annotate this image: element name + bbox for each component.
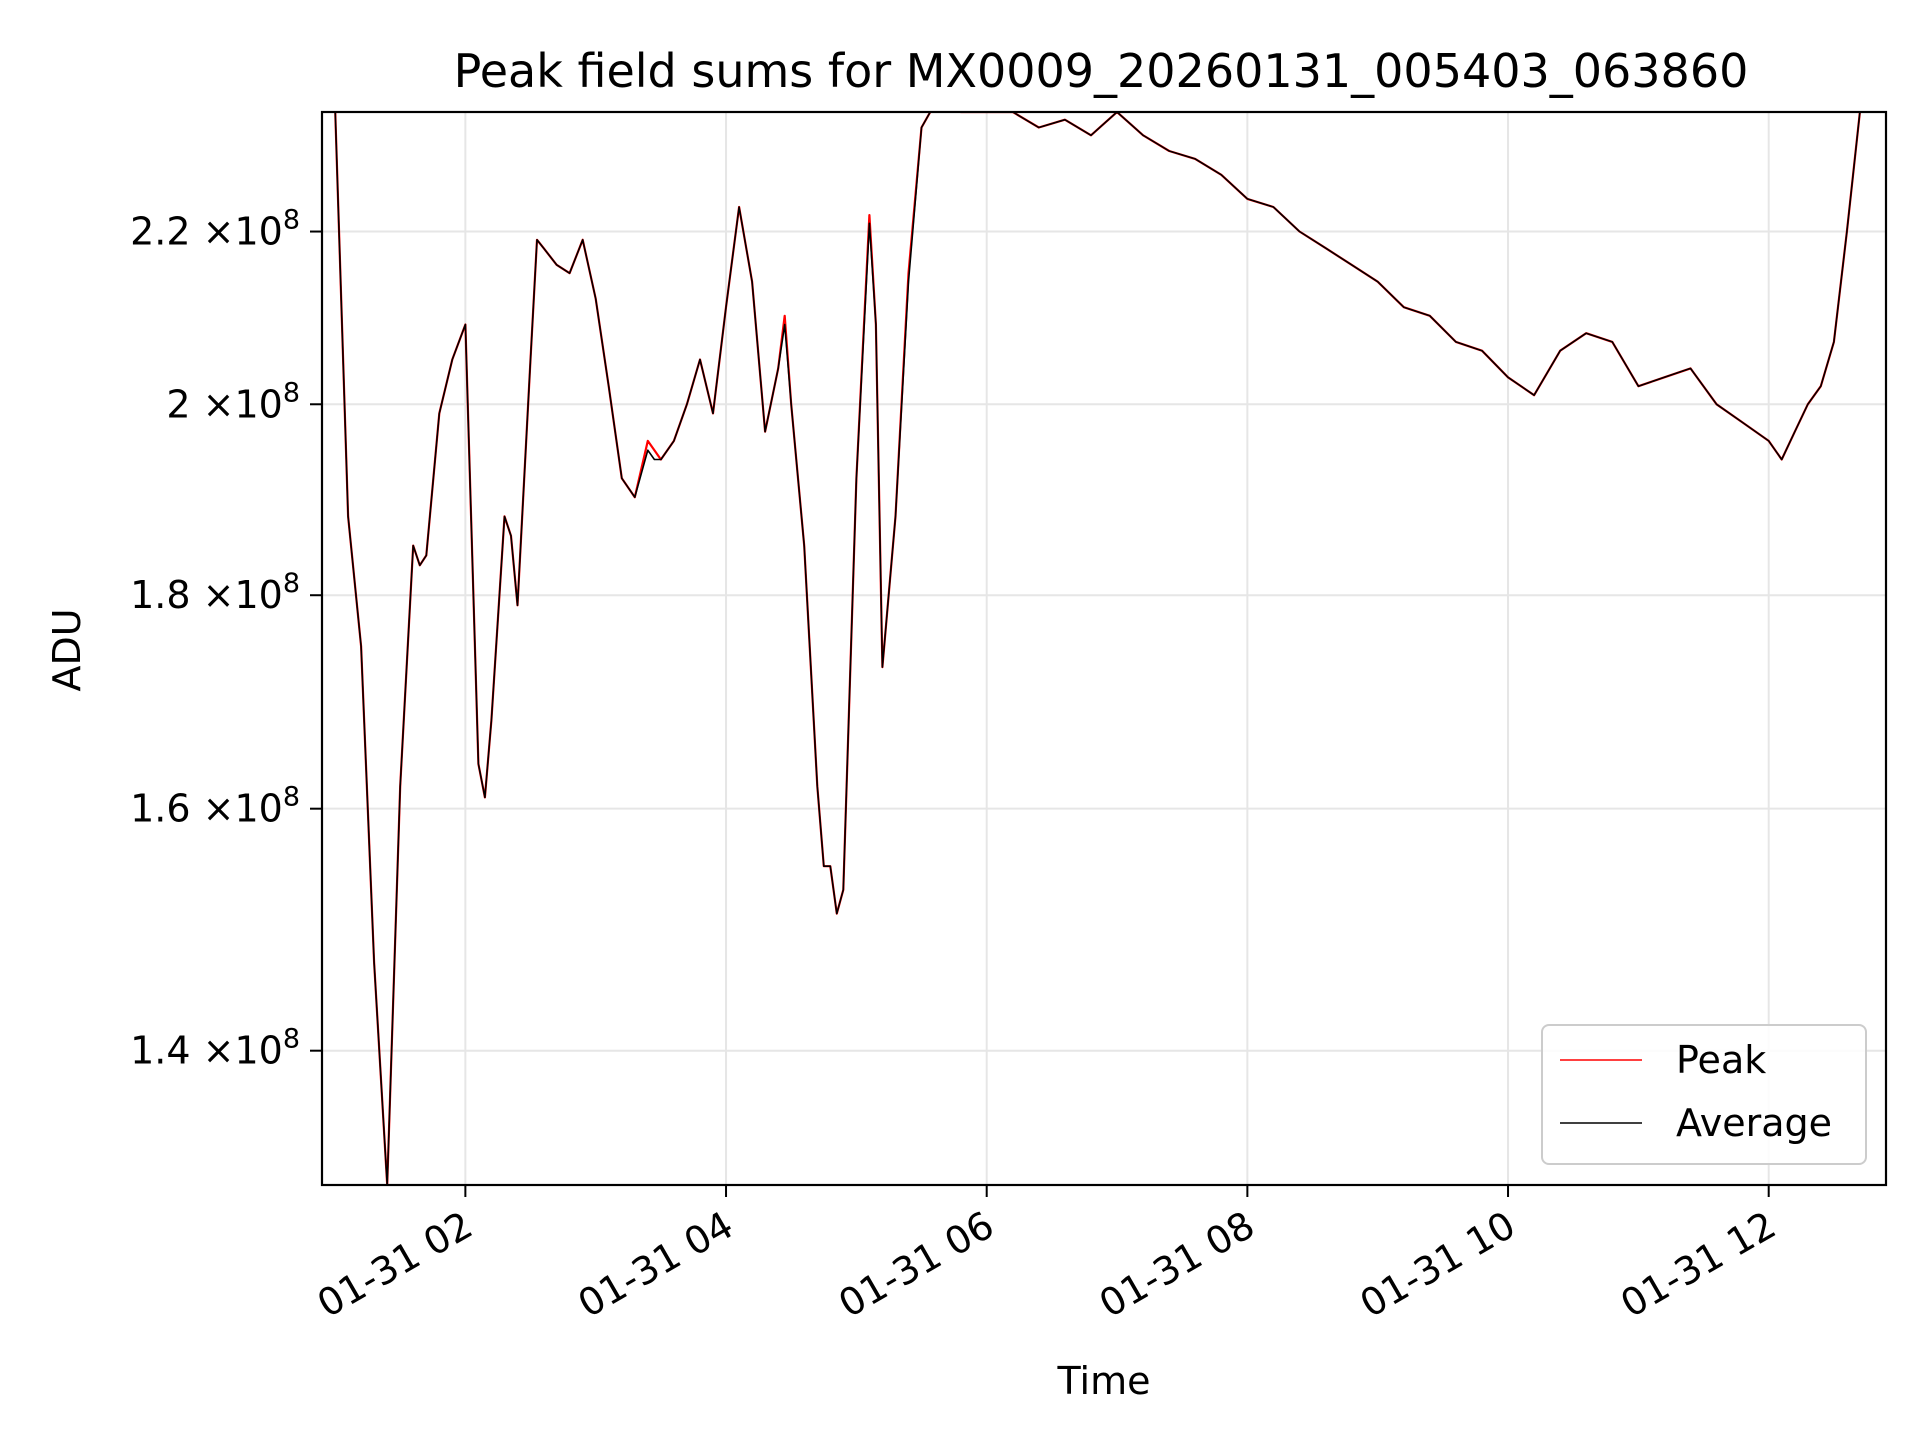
chart-title: Peak field sums for MX0009_20260131_0054… bbox=[454, 44, 1749, 98]
y-tick-label: 1.4 ×108 bbox=[130, 1024, 300, 1073]
legend-label-peak: Peak bbox=[1676, 1038, 1766, 1082]
series-layer bbox=[334, 112, 1863, 1185]
y-axis-label: ADU bbox=[45, 608, 89, 691]
series-line-average bbox=[334, 112, 1862, 1185]
y-tick-label: 1.6 ×108 bbox=[130, 782, 300, 831]
y-tick-label: 1.8 ×108 bbox=[130, 568, 300, 617]
plot-frame bbox=[320, 110, 1888, 1187]
legend-label-average: Average bbox=[1676, 1101, 1832, 1145]
y-tick-label: 2.2 ×108 bbox=[130, 205, 300, 254]
y-tick-label: 2 ×108 bbox=[166, 377, 300, 426]
legend: Peak Average bbox=[1541, 1024, 1867, 1165]
y-axis-ticks: 1.4 ×108 1.6 ×108 1.8 ×108 2 ×108 2.2 ×108 bbox=[130, 205, 322, 1073]
grid-lines bbox=[322, 112, 1886, 1185]
x-axis-label: Time bbox=[1057, 1359, 1151, 1403]
